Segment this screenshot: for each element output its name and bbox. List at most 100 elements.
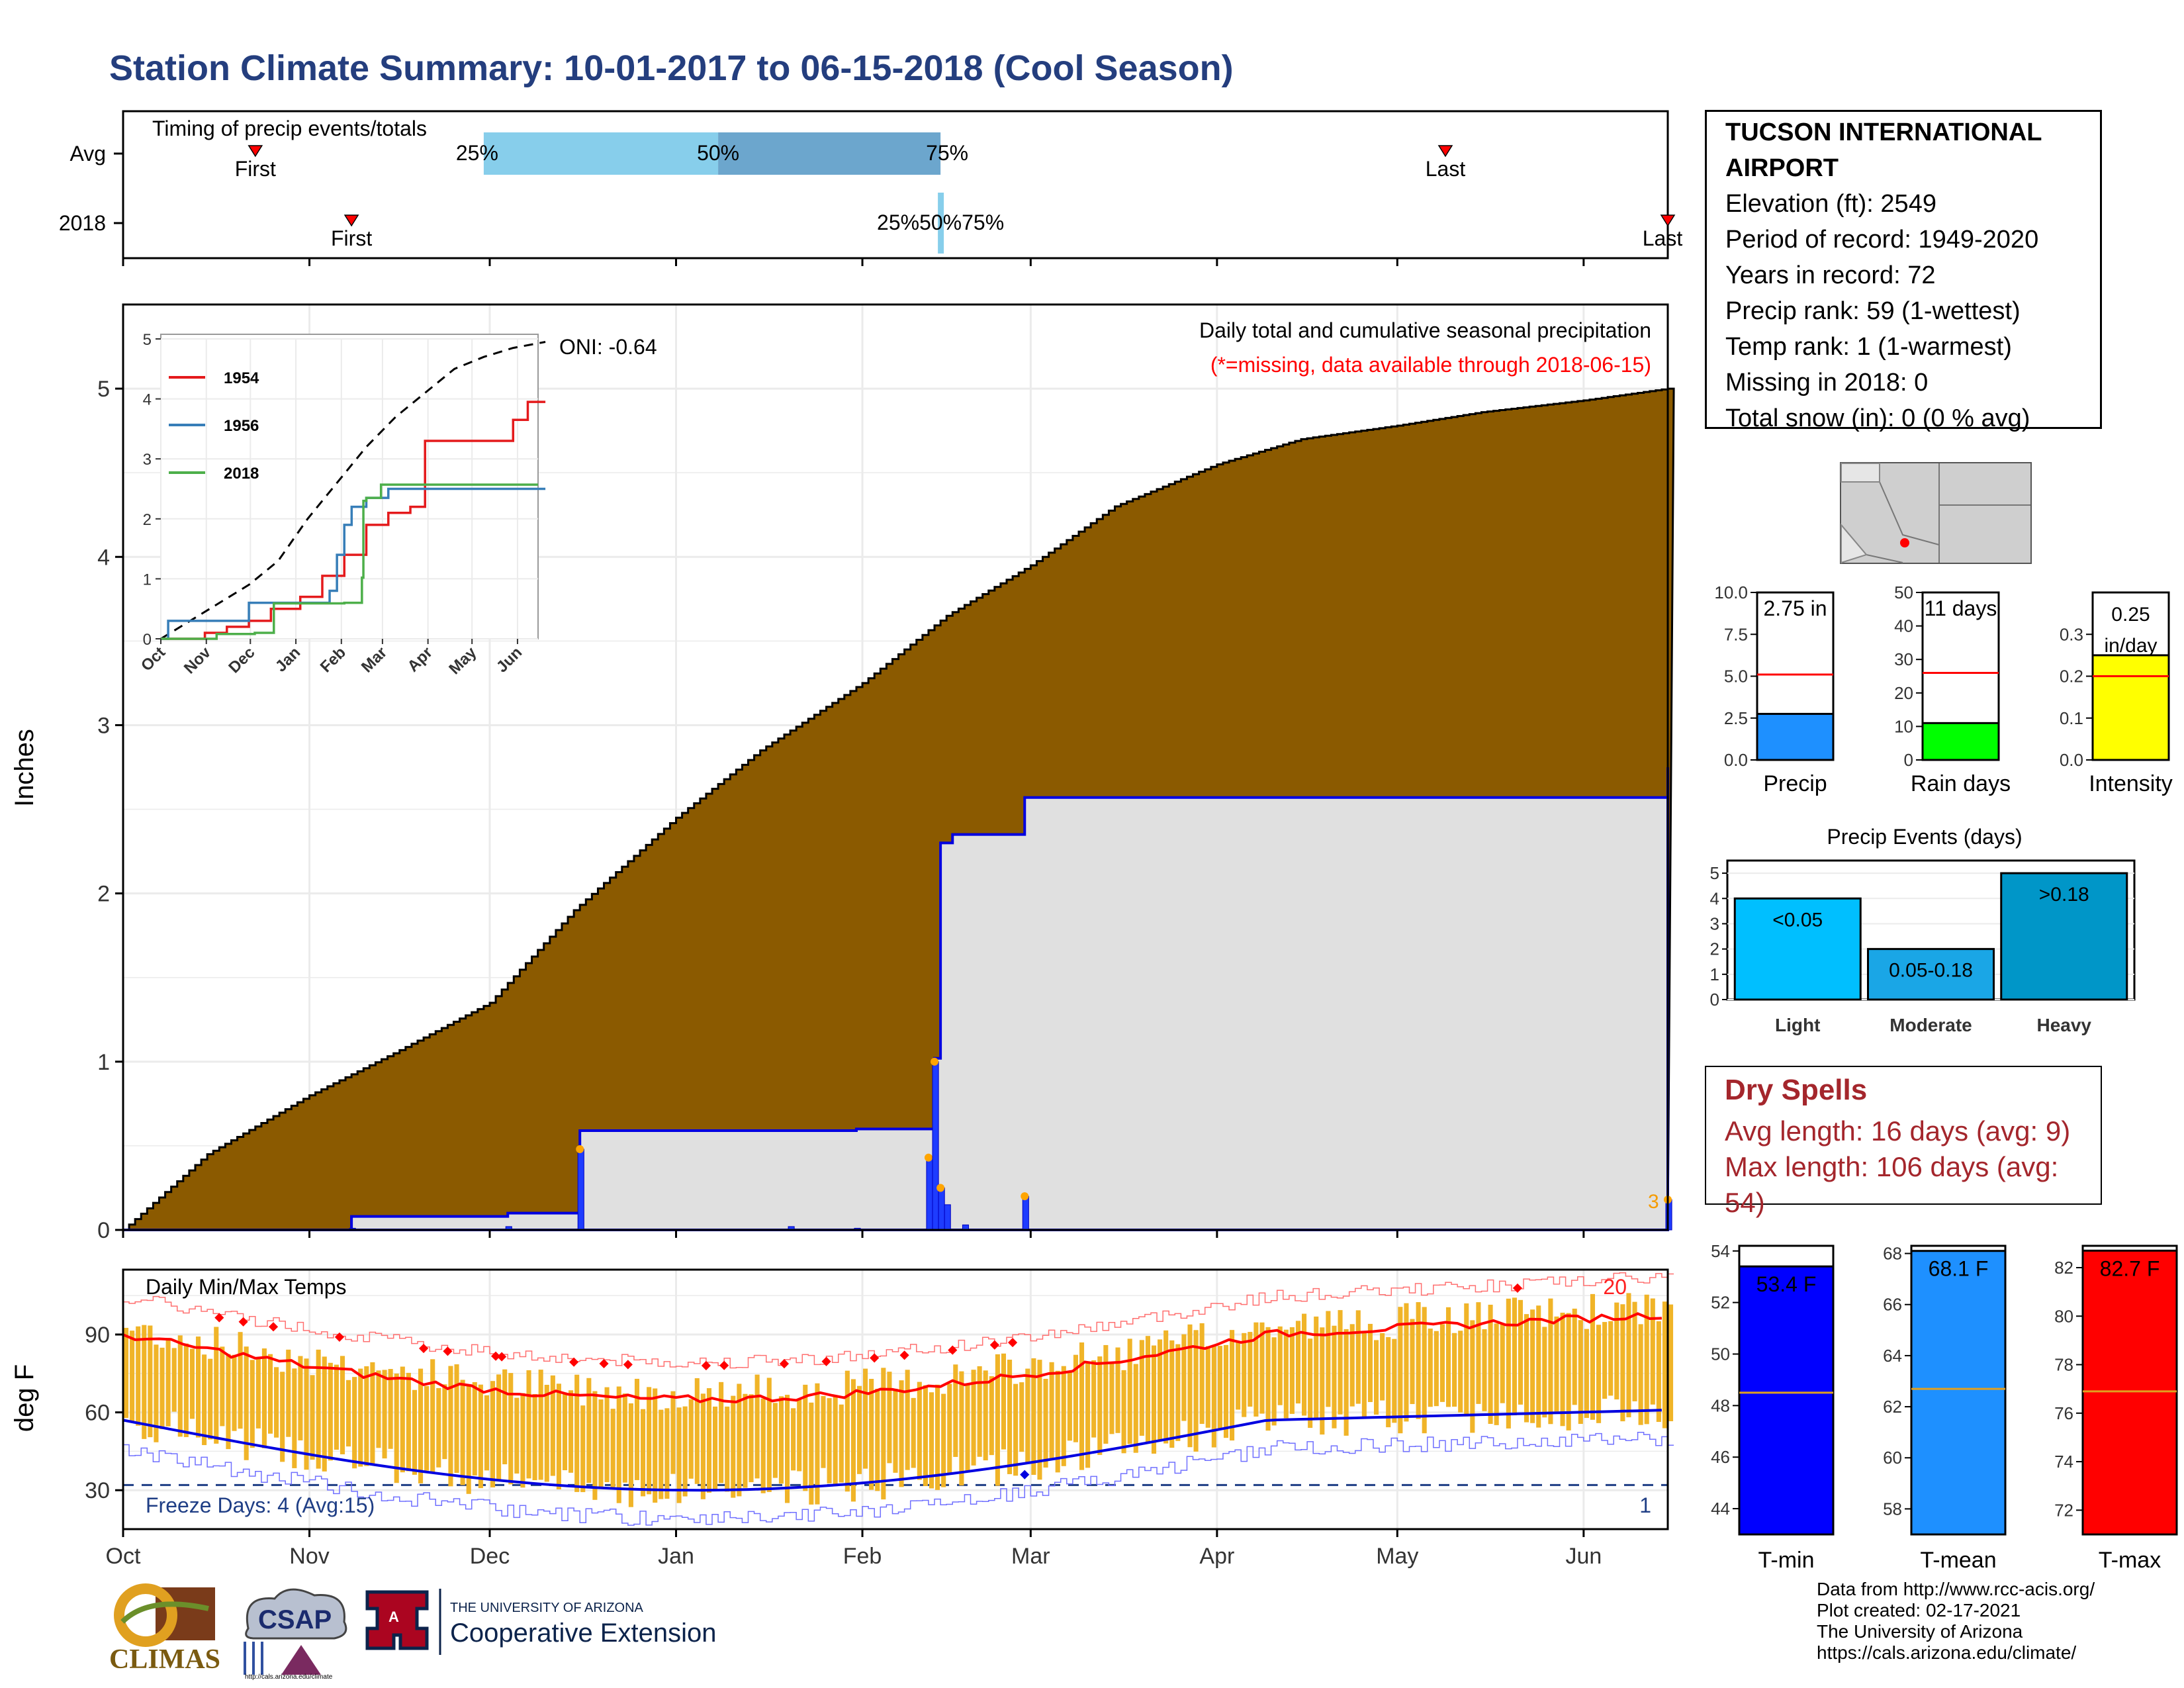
summary-label-precip: Precip: [1763, 771, 1827, 796]
daily-temp-bar: [406, 1372, 411, 1472]
daily-temp-bar: [496, 1374, 502, 1481]
csap-logo-text: CSAP: [258, 1605, 332, 1634]
credit-url: https://cals.arizona.edu/climate/: [1817, 1642, 2077, 1663]
daily-temp-bar: [688, 1399, 694, 1479]
summary-label-intensity: Intensity: [2089, 771, 2173, 796]
daily-temp-bar: [772, 1403, 778, 1478]
credit-data-source: Data from http://www.rcc-acis.org/: [1817, 1579, 2095, 1599]
daily-temp-bar: [388, 1369, 393, 1449]
heavy-event-dot: [936, 1184, 945, 1192]
daily-temp-bar: [911, 1397, 916, 1468]
summary-tick-label: 0.1: [2060, 708, 2083, 728]
daily-temp-bar: [893, 1388, 898, 1473]
hot-count-label: 20: [1603, 1275, 1627, 1299]
daily-temp-bar: [165, 1338, 171, 1427]
inset-legend-label: 1956: [224, 417, 259, 435]
daily-temp-bar: [947, 1383, 952, 1474]
daily-temp-bar: [430, 1359, 435, 1472]
end-count-label: 3: [1648, 1191, 1659, 1213]
daily-temp-bar: [1242, 1333, 1247, 1417]
events-bar-label-moderate: 0.05-0.18: [1889, 960, 1973, 982]
daily-temp-bar: [1055, 1370, 1060, 1473]
daily-temp-bar: [760, 1398, 766, 1493]
inset-ytick-label: 4: [143, 391, 152, 409]
summary-tick-label: 20: [1894, 683, 1913, 703]
temp-title: Daily Min/Max Temps: [146, 1275, 346, 1299]
daily-temp-bar: [725, 1406, 730, 1492]
daily-temp-bar: [1554, 1316, 1559, 1412]
month-label: Feb: [843, 1544, 882, 1569]
daily-temp-bar: [899, 1380, 904, 1487]
locator-map: [1840, 462, 2032, 564]
daily-temp-bar: [1223, 1344, 1229, 1438]
daily-temp-bar: [887, 1372, 892, 1464]
temp-summary-tick-label: 82: [2054, 1258, 2073, 1278]
daily-temp-bar: [148, 1325, 153, 1438]
daily-temp-bar: [1338, 1310, 1343, 1415]
daily-temp-bar: [520, 1393, 525, 1488]
daily-temp-bar: [1608, 1321, 1614, 1396]
daily-temp-bar: [346, 1380, 351, 1447]
normal-low-line: [122, 1409, 1662, 1492]
daily-temp-bar: [267, 1354, 273, 1434]
temp-ytick-label: 30: [85, 1478, 110, 1503]
record-high-marker: [989, 1340, 999, 1350]
daily-temp-bar: [1596, 1325, 1602, 1423]
daily-temp-bar: [514, 1397, 520, 1474]
inset-legend-label: 1954: [224, 369, 259, 387]
temp-summary-tick-label: 52: [1711, 1293, 1730, 1313]
heavy-event-dot: [576, 1145, 584, 1153]
station-name: TUCSON INTERNATIONAL AIRPORT: [1725, 118, 2042, 182]
daily-temp-bar: [532, 1393, 537, 1481]
daily-temp-bar: [1230, 1330, 1235, 1441]
daily-temp-bar: [1488, 1304, 1493, 1425]
daily-temp-bar: [442, 1384, 447, 1460]
precip-ytick-label: 5: [97, 377, 110, 402]
daily-temp-bar: [1602, 1322, 1608, 1399]
precip-ytick-label: 0: [97, 1218, 110, 1243]
temp-summary-bar-tmean: [1910, 1250, 2007, 1536]
cur-first-marker: [343, 214, 359, 227]
daily-temp-bar: [694, 1378, 700, 1484]
daily-temp-bar: [1361, 1332, 1367, 1418]
events-bar-label-light: <0.05: [1772, 909, 1823, 931]
daily-temp-bar: [905, 1370, 910, 1470]
summary-value-intensity: 0.25: [2111, 604, 2150, 626]
summary-tick-label: 0.0: [1724, 750, 1748, 770]
daily-temp-bar: [1512, 1297, 1517, 1416]
csap-url: http://cals.arizona.edu/climate: [245, 1673, 333, 1681]
station-info: TUCSON INTERNATIONAL AIRPORT Elevation (…: [1705, 110, 2102, 432]
daily-temp-bar: [328, 1362, 333, 1461]
daily-temp-bar: [358, 1368, 363, 1467]
month-label: May: [1376, 1544, 1418, 1569]
daily-temp-bar: [935, 1384, 940, 1490]
avg-q25-label: 25%: [456, 141, 498, 165]
events-bar-heavy: [2000, 872, 2128, 1001]
daily-temp-bar: [1626, 1293, 1631, 1418]
daily-temp-bar: [1091, 1360, 1097, 1438]
daily-temp-bar: [1392, 1338, 1397, 1423]
freeze-days-label: Freeze Days: 4 (Avg:15): [146, 1493, 375, 1517]
daily-temp-bar: [1175, 1344, 1181, 1441]
daily-temp-bar: [1037, 1360, 1042, 1480]
daily-temp-bar: [1025, 1368, 1030, 1462]
summary-value-rain-days: 11 days: [1925, 596, 1997, 620]
daily-temp-bar: [574, 1374, 580, 1492]
daily-temp-bar: [569, 1390, 574, 1473]
daily-temp-bar: [316, 1349, 321, 1469]
daily-temp-bar: [604, 1387, 610, 1483]
month-label: Mar: [1011, 1544, 1050, 1569]
daily-temp-bar: [538, 1370, 543, 1480]
daily-temp-bar: [159, 1347, 165, 1429]
daily-temp-bar: [177, 1335, 183, 1437]
summary-value-precip: 2.75 in: [1763, 596, 1827, 620]
daily-temp-bar: [1253, 1322, 1259, 1417]
daily-temp-bar: [1031, 1358, 1036, 1476]
daily-temp-bar: [1620, 1304, 1625, 1422]
page-title: Station Climate Summary: 10-01-2017 to 0…: [109, 48, 1234, 88]
daily-temp-bar: [1433, 1331, 1439, 1407]
daily-temp-bar: [298, 1356, 303, 1440]
daily-temp-bar: [1097, 1356, 1103, 1455]
summary-tick-label: 30: [1894, 649, 1913, 669]
